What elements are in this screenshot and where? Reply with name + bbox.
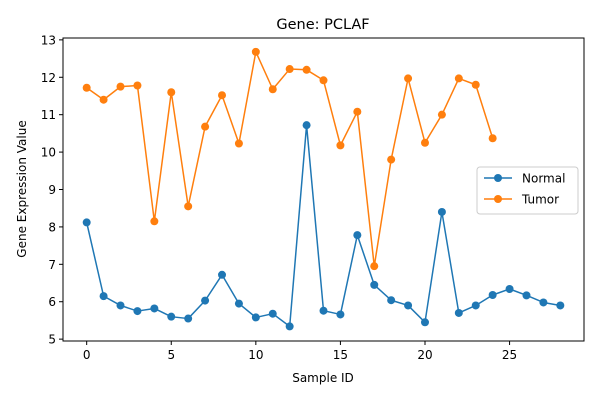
data-point-tumor <box>133 81 142 90</box>
legend: Normal Tumor <box>476 166 579 215</box>
y-tick-label: 9 <box>48 183 56 197</box>
legend-marker-normal <box>494 174 502 182</box>
series-tumor <box>82 47 497 271</box>
data-point-tumor <box>404 74 413 83</box>
data-point-normal <box>116 301 125 310</box>
data-point-normal <box>505 285 514 294</box>
data-point-tumor <box>99 95 108 104</box>
data-point-normal <box>133 307 142 316</box>
legend-item-tumor: Tumor <box>484 193 559 207</box>
data-point-normal <box>268 309 277 318</box>
data-point-tumor <box>336 141 345 150</box>
data-point-tumor <box>268 85 277 94</box>
data-point-tumor <box>437 110 446 119</box>
data-point-normal <box>218 270 227 279</box>
data-point-normal <box>539 298 548 307</box>
data-point-tumor <box>319 76 328 85</box>
data-point-tumor <box>488 134 497 143</box>
data-point-normal <box>404 301 413 310</box>
data-point-normal <box>251 313 260 322</box>
y-tick-label: 7 <box>48 258 56 272</box>
data-point-normal <box>454 308 463 317</box>
data-point-normal <box>420 318 429 327</box>
data-point-normal <box>522 291 531 300</box>
x-tick-label: 15 <box>333 348 348 362</box>
data-point-tumor <box>420 138 429 147</box>
data-point-normal <box>471 301 480 310</box>
data-point-tumor <box>234 139 243 148</box>
y-tick-label: 8 <box>48 220 56 234</box>
x-tick-label: 10 <box>248 348 263 362</box>
y-tick-label: 6 <box>48 295 56 309</box>
x-tick-label: 25 <box>502 348 517 362</box>
data-point-tumor <box>116 82 125 91</box>
legend-marker-tumor <box>494 195 502 203</box>
data-point-tumor <box>387 155 396 164</box>
data-point-normal <box>99 292 108 301</box>
data-point-normal <box>184 314 193 323</box>
y-tick-label: 13 <box>41 33 56 47</box>
data-point-normal <box>285 322 294 331</box>
data-point-normal <box>167 312 176 321</box>
data-point-tumor <box>454 74 463 83</box>
series-layer <box>82 47 565 331</box>
y-tick-label: 10 <box>41 146 56 160</box>
data-point-normal <box>437 207 446 216</box>
y-tick-label: 5 <box>48 333 56 347</box>
y-tick-label: 11 <box>41 108 56 122</box>
legend-label-tumor: Tumor <box>521 193 559 207</box>
data-point-tumor <box>285 65 294 74</box>
chart-title: Gene: PCLAF <box>276 17 369 33</box>
data-point-tumor <box>302 65 311 74</box>
data-point-tumor <box>150 217 159 226</box>
data-point-normal <box>82 218 91 227</box>
x-axis-title: Sample ID <box>292 371 354 385</box>
x-tick-label: 5 <box>167 348 175 362</box>
data-point-normal <box>370 280 379 289</box>
y-axis: 5 6 7 8 9 10 11 12 13 <box>41 33 63 347</box>
data-point-tumor <box>251 47 260 56</box>
y-axis-title: Gene Expression Value <box>15 120 29 257</box>
data-point-normal <box>319 306 328 315</box>
x-axis: 0 5 10 15 20 25 <box>83 341 517 362</box>
data-point-normal <box>556 301 565 310</box>
data-point-tumor <box>370 262 379 271</box>
data-point-tumor <box>353 107 362 116</box>
legend-item-normal: Normal <box>484 172 565 186</box>
data-point-tumor <box>82 83 91 92</box>
data-point-tumor <box>167 88 176 97</box>
x-tick-label: 20 <box>417 348 432 362</box>
data-point-normal <box>336 310 345 319</box>
data-point-normal <box>150 304 159 313</box>
data-point-normal <box>353 231 362 240</box>
legend-label-normal: Normal <box>522 172 565 186</box>
data-point-normal <box>201 296 210 305</box>
series-line-tumor <box>86 51 494 267</box>
x-tick-label: 0 <box>83 348 91 362</box>
data-point-normal <box>387 296 396 305</box>
y-tick-label: 12 <box>41 71 56 85</box>
data-point-tumor <box>184 202 193 211</box>
data-point-tumor <box>471 80 480 89</box>
series-normal <box>82 121 565 331</box>
data-point-normal <box>302 121 311 130</box>
data-point-normal <box>234 299 243 308</box>
data-point-tumor <box>201 122 210 131</box>
data-point-normal <box>488 290 497 299</box>
data-point-tumor <box>218 91 227 100</box>
